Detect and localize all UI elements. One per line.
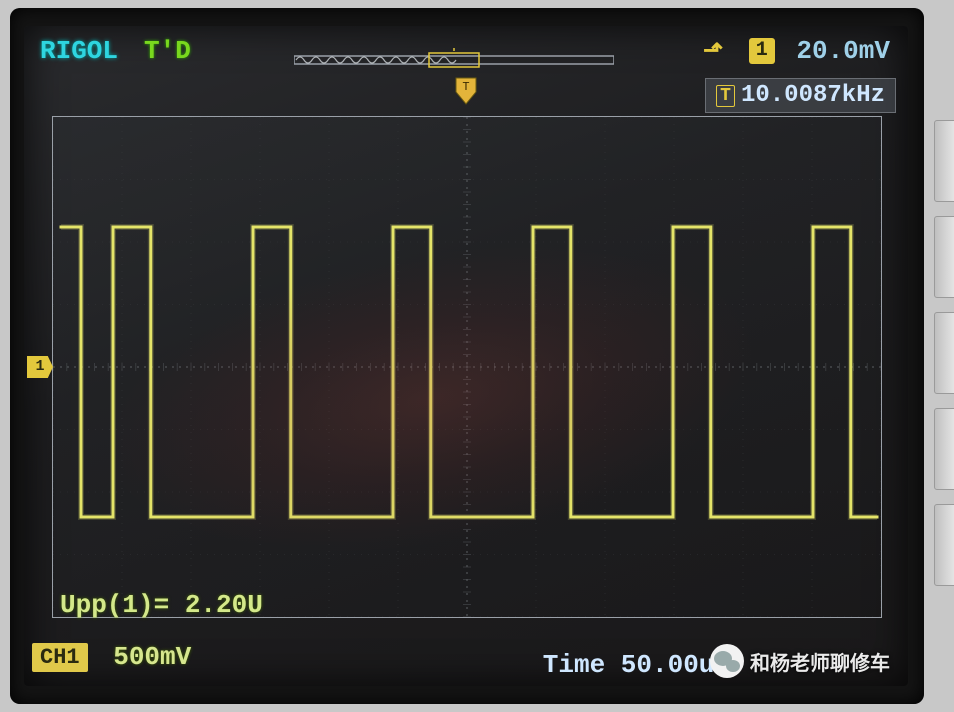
waveform-plot: 1: [52, 116, 882, 618]
svg-text:T: T: [462, 80, 469, 94]
channel-chip: CH1: [32, 643, 88, 672]
watermark: 和杨老师聊修车: [710, 644, 890, 678]
acquisition-mode: T'D: [144, 36, 191, 66]
freq-source-badge: T: [716, 85, 735, 107]
rising-edge-icon: ⬏: [703, 36, 723, 66]
side-button[interactable]: [934, 120, 954, 202]
brand-label: RIGOL: [40, 36, 118, 66]
side-button[interactable]: [934, 216, 954, 298]
watermark-text: 和杨老师聊修车: [750, 647, 890, 676]
trigger-readout: ⬏ 1 20.0mV: [703, 36, 890, 66]
svg-text:T: T: [451, 48, 457, 55]
timebase-label: Time 50.00us: [543, 650, 730, 680]
memory-depth-bar: T: [294, 48, 614, 72]
oscilloscope-screen: RIGOL T'D T ⬏ 1 20.0mV T: [24, 26, 908, 686]
top-status-bar: RIGOL T'D T ⬏ 1 20.0mV: [34, 32, 898, 72]
trigger-level-value: 20.0mV: [796, 36, 890, 66]
side-button[interactable]: [934, 312, 954, 394]
bezel-side-buttons: [934, 120, 954, 600]
wechat-icon: [710, 644, 744, 678]
channel-ground-marker: 1: [27, 356, 53, 378]
trigger-position-icon: T: [453, 76, 479, 106]
frequency-counter: T 10.0087kHz: [705, 78, 896, 113]
side-button[interactable]: [934, 504, 954, 586]
bottom-status-bar: CH1 500mV Time 50.00us 和杨老师聊修车: [32, 642, 900, 680]
waveform-svg: [53, 117, 881, 617]
side-button[interactable]: [934, 408, 954, 490]
oscilloscope-bezel: RIGOL T'D T ⬏ 1 20.0mV T: [10, 8, 924, 704]
trigger-channel-badge: 1: [749, 38, 775, 64]
volts-per-div: 500mV: [113, 642, 191, 672]
measurement-vpp: Upp(1)= 2.20U: [60, 590, 263, 620]
frequency-value: 10.0087kHz: [741, 82, 885, 109]
